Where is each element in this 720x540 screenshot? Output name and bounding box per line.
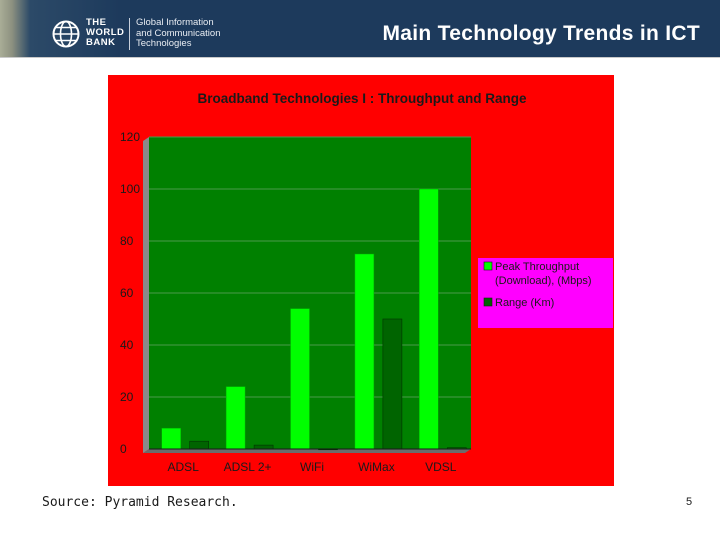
legend: Peak Throughput (Download), (Mbps) Range (… <box>478 258 613 328</box>
y-tick-label: 80 <box>120 234 134 248</box>
slide-title: Main Technology Trends in ICT <box>382 22 700 45</box>
plot-side-wall <box>143 137 149 453</box>
chart-title: Broadband Technologies I : Throughput an… <box>198 91 527 106</box>
x-tick-label: WiFi <box>300 460 324 474</box>
bar-peak-throughput <box>290 308 310 450</box>
bar-range <box>382 318 403 450</box>
y-tick-label: 40 <box>120 338 134 352</box>
y-tick-label: 0 <box>120 442 127 456</box>
logo-line-1: THE <box>86 17 107 28</box>
unit-line-2: and Communication <box>136 27 221 39</box>
y-tick-label: 120 <box>120 130 140 144</box>
y-tick-label: 20 <box>120 390 134 404</box>
unit-line-1: Global Information <box>136 17 214 28</box>
legend-swatch <box>483 261 493 271</box>
legend-label: Peak Throughput <box>495 261 579 273</box>
header-divider <box>0 57 720 58</box>
legend-swatch <box>483 297 493 307</box>
plot-area: 0 20 40 60 80 100 120 ADSL ADSL 2+ WiFi WiMax VDSL <box>120 130 471 474</box>
chart-container: Broadband Technologies I : Throughput an… <box>108 75 614 486</box>
page-number: 5 <box>686 496 693 508</box>
y-tick-label: 60 <box>120 286 134 300</box>
bar-peak-throughput <box>419 188 439 450</box>
y-tick-label: 100 <box>120 182 140 196</box>
bar-range <box>253 444 274 450</box>
x-tick-label: WiMax <box>358 460 395 474</box>
x-tick-label: ADSL <box>168 460 200 474</box>
bar-range <box>189 440 209 450</box>
bar-peak-throughput <box>225 386 246 450</box>
bar-peak-throughput <box>161 427 181 450</box>
source-note: Source: Pyramid Research. <box>42 495 238 510</box>
unit-name: Global Information and Communication Tec… <box>136 17 221 50</box>
bar-peak-throughput <box>354 253 375 450</box>
legend-label: Range (Km) <box>495 297 554 309</box>
logo-line-2: WORLD <box>86 27 125 38</box>
logo-divider <box>129 18 130 50</box>
header-banner: THE WORLD BANK Global Information and Co… <box>0 0 720 57</box>
x-tick-label: VDSL <box>425 460 457 474</box>
unit-line-3: Technologies <box>136 38 192 49</box>
x-tick-label: ADSL 2+ <box>224 460 272 474</box>
world-bank-globe-icon <box>52 20 80 48</box>
plot-floor <box>143 449 471 453</box>
world-bank-logo-text: THE WORLD BANK <box>86 18 124 48</box>
logo-line-3: BANK <box>86 37 116 48</box>
legend-label: (Download), (Mbps) <box>495 275 592 287</box>
bar-chart: Broadband Technologies I : Throughput an… <box>108 75 614 486</box>
legend-background <box>478 258 613 328</box>
